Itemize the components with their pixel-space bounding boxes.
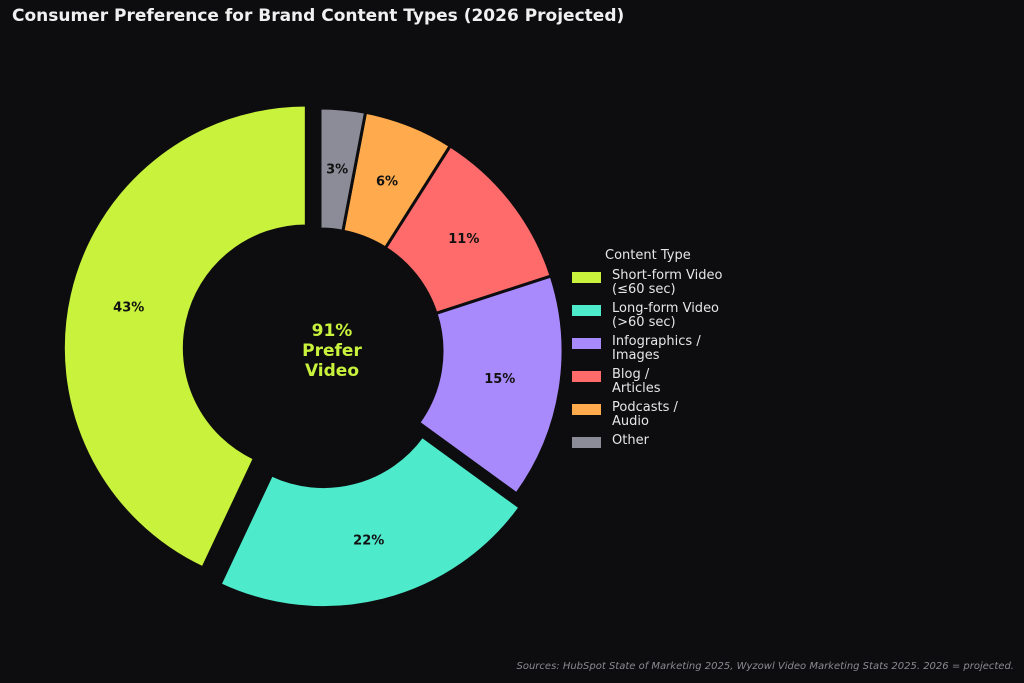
- legend-swatch-5: [572, 437, 601, 448]
- legend-item-3: Blog / Articles: [568, 368, 758, 396]
- legend-items: Short-form Video (≤60 sec) Long-form Vide…: [568, 269, 758, 448]
- legend-item-0: Short-form Video (≤60 sec): [568, 269, 758, 297]
- source-note: Sources: HubSpot State of Marketing 2025…: [516, 661, 1015, 672]
- legend-item-1: Long-form Video (>60 sec): [568, 302, 758, 330]
- slice-2: [416, 274, 565, 496]
- chart-title: Consumer Preference for Brand Content Ty…: [12, 6, 625, 26]
- center-label-line-0: 91%: [312, 321, 353, 341]
- slice-label-0: 43%: [113, 301, 144, 316]
- legend-swatch-1: [572, 305, 601, 316]
- legend-label-2: Infographics / Images: [612, 334, 701, 363]
- legend-swatch-3: [572, 371, 601, 382]
- slice-label-5: 3%: [326, 162, 348, 177]
- legend-label-0: Short-form Video (≤60 sec): [612, 268, 723, 297]
- slice-0: [61, 103, 308, 570]
- legend-label-3: Blog / Articles: [612, 367, 661, 396]
- legend-label-5: Other: [612, 433, 649, 448]
- legend-item-4: Podcasts / Audio: [568, 401, 758, 429]
- legend-label-4: Podcasts / Audio: [612, 400, 678, 429]
- legend-label-1: Long-form Video (>60 sec): [612, 301, 720, 330]
- slice-label-1: 22%: [353, 533, 384, 548]
- slice-label-3: 11%: [448, 232, 479, 247]
- legend-swatch-2: [572, 338, 601, 349]
- legend-title: Content Type: [605, 248, 691, 263]
- slice-label-2: 15%: [484, 372, 515, 387]
- center-label-line-2: Video: [305, 361, 359, 381]
- slice-label-4: 6%: [376, 174, 398, 189]
- legend: Content Type Short-form Video (≤60 sec) L…: [568, 248, 758, 453]
- legend-swatch-0: [572, 272, 601, 283]
- slice-labels: 43% 22% 15% 11% 6% 3%: [113, 162, 515, 548]
- donut-slices: [61, 103, 565, 610]
- slice-5: [318, 106, 368, 233]
- legend-item-2: Infographics / Images: [568, 335, 758, 363]
- legend-swatch-4: [572, 404, 601, 415]
- legend-item-5: Other: [568, 434, 758, 448]
- center-label-line-1: Prefer: [302, 341, 362, 361]
- slice-1: [218, 434, 523, 610]
